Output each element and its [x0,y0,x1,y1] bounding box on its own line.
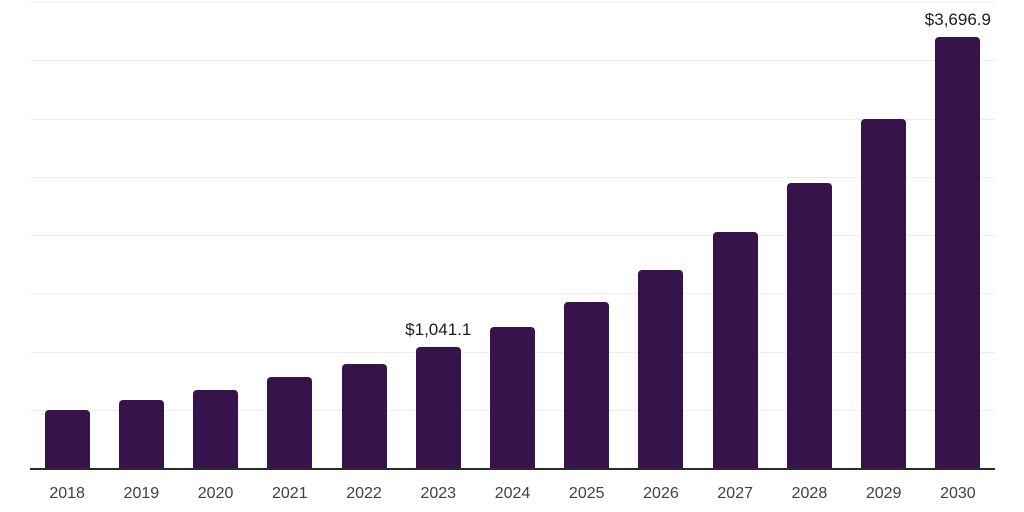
bar-2024 [490,327,535,468]
gridline-2500 [30,176,995,178]
bar-2030 [935,37,981,468]
gridline-2000 [30,235,995,236]
bar-2028 [786,183,832,468]
x-tick-2023: 2023 [420,485,457,502]
bar-2020 [193,389,239,468]
bar-2027 [712,231,758,468]
gridline-3500 [30,60,995,62]
gridline-1500 [30,293,995,295]
bar-2022 [341,364,387,468]
gridline-3000 [30,118,995,120]
x-tick-2024: 2024 [494,485,531,502]
x-tick-2020: 2020 [197,485,234,502]
bar-2023 [415,346,461,468]
data-label-2030: $3,696.9 [924,10,991,30]
x-axis-line [30,468,995,470]
bar-2026 [638,269,684,468]
x-tick-2029: 2029 [865,485,902,502]
gridline-4000 [30,2,995,3]
x-tick-2025: 2025 [568,485,605,502]
x-tick-2026: 2026 [643,485,679,502]
x-tick-2022: 2022 [346,485,382,502]
bar-2019 [118,399,164,468]
data-label-2023: $1,041.1 [405,319,472,339]
x-tick-2030: 2030 [940,485,976,502]
x-tick-2019: 2019 [123,485,160,502]
x-tick-2018: 2018 [49,485,85,502]
x-tick-2028: 2028 [791,485,828,502]
bar-2029 [861,118,907,468]
bar-2018 [44,409,90,468]
x-tick-2027: 2027 [717,485,753,502]
bar-2021 [267,377,313,468]
bar-2025 [564,301,610,468]
x-tick-2021: 2021 [272,485,308,502]
